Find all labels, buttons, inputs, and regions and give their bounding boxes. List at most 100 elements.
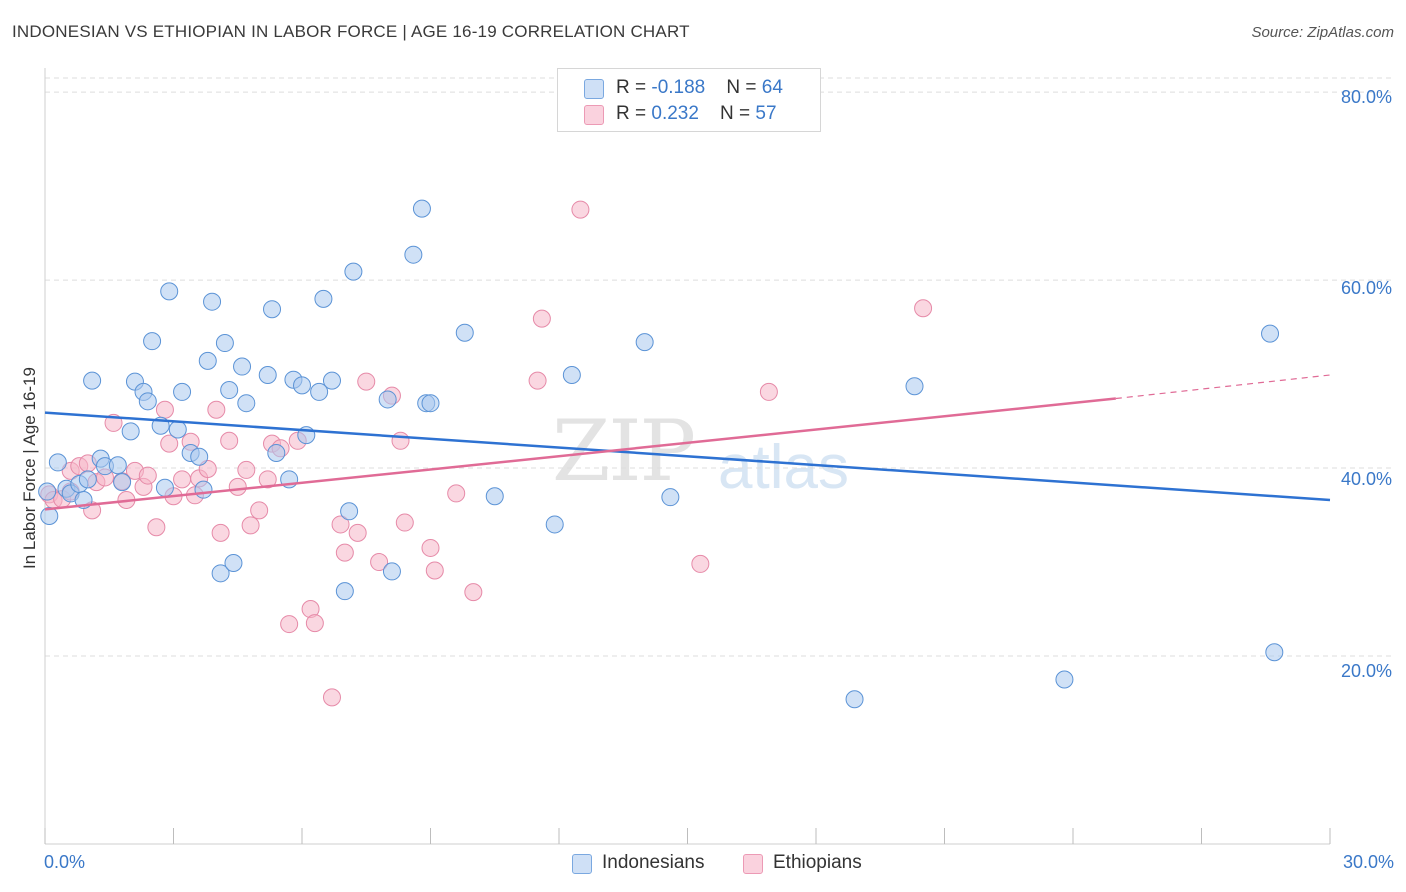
legend-r-value: -0.188 (651, 77, 706, 98)
indonesian-point (155, 478, 174, 497)
indonesian-point (38, 482, 57, 501)
indonesian-trend-line (44, 411, 1331, 502)
y-tick-label-20: 20.0% (1340, 661, 1392, 681)
ethiopian-point (447, 484, 466, 503)
indonesian-point (562, 366, 581, 385)
indonesian-point (267, 444, 286, 463)
ethiopian-point (421, 538, 440, 557)
indonesian-point (233, 357, 252, 376)
y-tick-label-40: 40.0% (1340, 469, 1392, 489)
ethiopian-point (425, 561, 444, 580)
ethiopian-point (528, 371, 547, 390)
chart-title: INDONESIAN VS ETHIOPIAN IN LABOR FORCE |… (12, 22, 690, 41)
correlation-legend: R = -0.188 N = 64 R = 0.232 N = 57 (557, 68, 821, 132)
ethiopian-point (155, 400, 174, 419)
indonesian-point (173, 382, 192, 401)
ethiopian-point (305, 614, 324, 633)
ethiopian-point (211, 523, 230, 542)
ethiopian-point (759, 382, 778, 401)
ethiopian-point (335, 543, 354, 562)
indonesian-point (48, 453, 67, 472)
ethiopian-point (357, 372, 376, 391)
indonesian-point (215, 334, 234, 353)
legend-swatch-indonesians (584, 79, 604, 99)
indonesian-point (635, 333, 654, 352)
bottom-legend-swatch-ethiopians (743, 854, 763, 874)
indonesian-point (40, 506, 59, 525)
y-tick-label-80: 80.0% (1340, 87, 1392, 107)
ethiopian-point (147, 518, 166, 537)
ethiopian-point (241, 516, 260, 535)
bottom-legend-label-indonesians: Indonesians (602, 852, 705, 873)
indonesian-point (143, 332, 162, 351)
bottom-legend-label-ethiopians: Ethiopians (773, 852, 862, 873)
ethiopian-point (280, 615, 299, 634)
ethiopian-point (532, 309, 551, 328)
indonesian-point (293, 376, 311, 395)
legend-r-label: R = (616, 103, 652, 124)
ethiopian-point (250, 501, 269, 520)
legend-r-value: 0.232 (651, 103, 699, 124)
indonesian-point (314, 289, 333, 308)
ethiopian-point (173, 470, 192, 489)
indonesian-point (237, 394, 256, 413)
ethiopian-point (228, 477, 247, 496)
indonesian-point (211, 564, 230, 583)
indonesian-point (121, 422, 140, 441)
ethiopian-point (160, 434, 179, 453)
indonesian-point (344, 262, 363, 281)
watermark-atlas: atlas (718, 433, 849, 502)
legend-swatch-ethiopians (584, 105, 604, 125)
indonesian-point (545, 515, 564, 534)
bottom-legend-swatch-indonesians (572, 854, 592, 874)
legend-r-label: R = (616, 77, 652, 98)
indonesian-point (421, 394, 440, 413)
ethiopian-point (914, 299, 933, 318)
ethiopian-point (348, 523, 367, 542)
ethiopian-point (322, 688, 341, 707)
x-tick-label-max: 30.0% (1342, 852, 1394, 872)
ethiopian-trend-line (44, 397, 1116, 511)
indonesian-point (404, 245, 423, 264)
ethiopian-point (571, 200, 590, 219)
indonesian-point (220, 381, 239, 400)
indonesian-point (485, 487, 504, 506)
legend-n-value: 64 (761, 77, 783, 98)
indonesian-point (224, 553, 243, 572)
indonesian-point (340, 502, 359, 521)
indonesian-point (845, 690, 864, 709)
ethiopian-point (331, 515, 350, 534)
indonesian-point (168, 420, 187, 439)
ethiopian-point (198, 459, 217, 478)
indonesian-point (138, 392, 157, 411)
indonesian-point (1261, 324, 1280, 343)
ethiopian-point (691, 554, 710, 573)
indonesian-point (203, 292, 222, 311)
indonesian-point (1055, 670, 1074, 689)
indonesian-point (194, 480, 213, 499)
ethiopian-point (464, 583, 483, 602)
legend-n-value: 57 (755, 103, 777, 124)
indonesian-point (335, 582, 354, 601)
ethiopian-point (207, 400, 226, 419)
indonesian-point (412, 199, 431, 218)
ethiopian-point (370, 553, 389, 572)
y-tick-label-60: 60.0% (1340, 278, 1392, 298)
ethiopian-point (395, 513, 414, 532)
indonesian-point (198, 351, 217, 370)
legend-n-label: N = (720, 103, 756, 124)
indonesian-point (263, 300, 282, 319)
x-tick-label-min: 0.0% (44, 852, 86, 872)
indonesian-point (378, 390, 397, 409)
indonesian-point (78, 470, 97, 489)
indonesian-point (1265, 643, 1284, 662)
ethiopian-trend-extension (1115, 374, 1331, 400)
source-label: Source: ZipAtlas.com (1251, 24, 1394, 41)
ethiopian-point (258, 470, 277, 489)
indonesian-point (455, 323, 474, 342)
legend-n-label: N = (726, 77, 762, 98)
indonesian-point (322, 371, 341, 390)
indonesian-point (382, 562, 401, 581)
ethiopian-point (220, 431, 239, 450)
